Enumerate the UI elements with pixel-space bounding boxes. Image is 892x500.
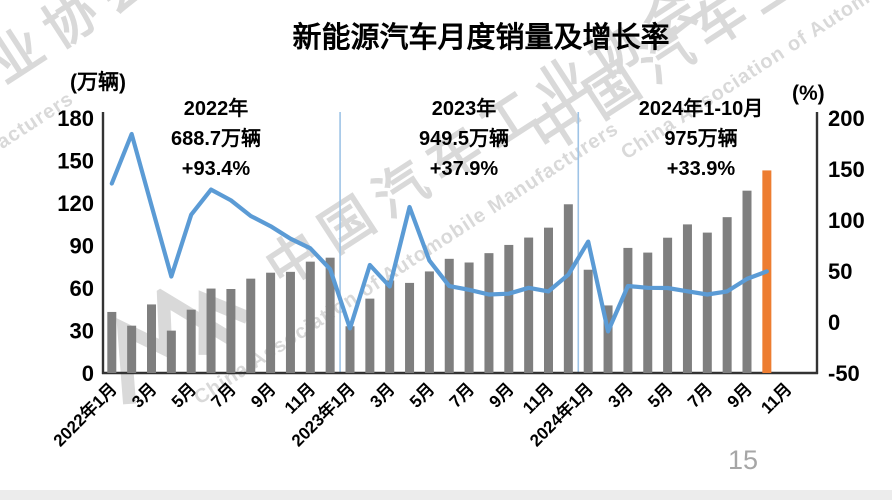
bar-2023-07	[464, 262, 474, 373]
x-axis-tick-label: 7月	[684, 379, 716, 411]
annotation-line: 975万辆	[664, 128, 738, 150]
x-axis-tick-label: 7月	[208, 379, 240, 411]
left-axis-tick-label: 30	[70, 319, 94, 344]
annotation-line: +37.9%	[429, 158, 499, 180]
x-axis-tick-label: 9月	[485, 379, 517, 411]
bar-2024-03	[623, 247, 633, 373]
bar-2022-01	[107, 311, 117, 373]
bar-2024-07	[702, 232, 712, 373]
x-axis-tick-label: 3月	[128, 379, 160, 411]
x-axis-tick-label: 9月	[247, 379, 279, 411]
annotation-line: 949.5万辆	[418, 128, 510, 150]
bar-2023-06	[444, 258, 454, 373]
bar-2022-06	[206, 288, 216, 373]
growth-rate-line	[109, 131, 769, 334]
x-axis-tick-label: 7月	[446, 379, 478, 411]
left-axis-tick-label: 150	[57, 149, 94, 174]
x-axis-tick-label: 5月	[168, 379, 200, 411]
right-axis-tick-label: 0	[828, 310, 840, 335]
bar-2022-12	[325, 257, 335, 373]
bar-2022-11	[305, 261, 315, 373]
bar-2022-08	[246, 278, 256, 373]
bar-2024-09	[742, 190, 752, 373]
bar-2024-01	[583, 269, 593, 373]
right-axis-tick-label: -50	[828, 361, 860, 386]
x-axis-tick-label: 11月	[757, 379, 795, 417]
bar-2022-07	[226, 288, 236, 373]
annotation-line: 688.7万辆	[170, 128, 262, 150]
bar-2023-10	[524, 237, 534, 373]
bar-2023-09	[504, 244, 514, 373]
x-axis-tick-label: 3月	[366, 379, 398, 411]
bar-2023-03	[385, 280, 395, 373]
bar-2022-05	[186, 309, 196, 373]
annotation-line: +33.9%	[666, 158, 736, 180]
bar-2023-01	[345, 326, 355, 373]
x-axis-tick-label: 9月	[724, 379, 756, 411]
left-axis-tick-label: 90	[70, 234, 94, 259]
bar-2023-04	[405, 282, 415, 373]
annotation-line: +93.4%	[181, 158, 251, 180]
bar-2024-02	[603, 305, 613, 373]
right-axis-tick-label: 100	[828, 208, 865, 233]
bar-2023-08	[484, 253, 494, 373]
annotation-2023年: 2023年 949.5万辆 +37.9%	[344, 94, 584, 184]
bar-2022-03	[147, 304, 156, 373]
left-axis-unit-label: (万辆)	[70, 71, 126, 94]
right-axis-unit-label: (%)	[792, 82, 825, 105]
annotation-line: 2024年1-10月	[638, 98, 764, 120]
bar-2023-12	[563, 204, 573, 373]
x-axis-tick-label: 3月	[605, 379, 637, 411]
right-axis-tick-label: 50	[828, 259, 852, 284]
bar-2024-06	[682, 224, 692, 373]
x-axis-tick-label: 5月	[406, 379, 438, 411]
chart-title: 新能源汽车月度销量及增长率	[292, 22, 670, 54]
bar-2023-02	[365, 298, 375, 373]
bar-2024-08	[722, 217, 732, 373]
bar-2022-10	[285, 271, 295, 373]
left-axis-tick-label: 60	[70, 276, 94, 301]
left-axis-tick-label: 180	[57, 106, 94, 131]
annotation-2024年1-10月: 2024年1-10月 975万辆 +33.9%	[581, 94, 821, 184]
right-axis-tick-label: 200	[828, 106, 865, 131]
bar-2022-02	[127, 325, 137, 373]
bar-2024-04	[643, 252, 653, 373]
x-axis-tick-label: 5月	[644, 379, 676, 411]
annotation-line: 2023年	[431, 98, 497, 120]
annotation-2022年: 2022年 688.7万辆 +93.4%	[96, 94, 336, 184]
bar-2023-05	[424, 271, 434, 373]
right-axis-tick-label: 150	[828, 157, 865, 182]
footer-band	[0, 490, 892, 500]
left-axis-tick-label: 0	[82, 361, 94, 386]
bar-2022-04	[166, 330, 176, 373]
annotation-line: 2022年	[183, 98, 249, 120]
bar-2024-05	[663, 237, 673, 373]
x-axis-tick-label: 2022年1月	[49, 379, 121, 451]
page-number: 15	[728, 445, 759, 475]
left-axis-tick-label: 120	[57, 191, 94, 216]
bar-2023-11	[544, 227, 553, 373]
bar-2022-09	[266, 272, 276, 373]
